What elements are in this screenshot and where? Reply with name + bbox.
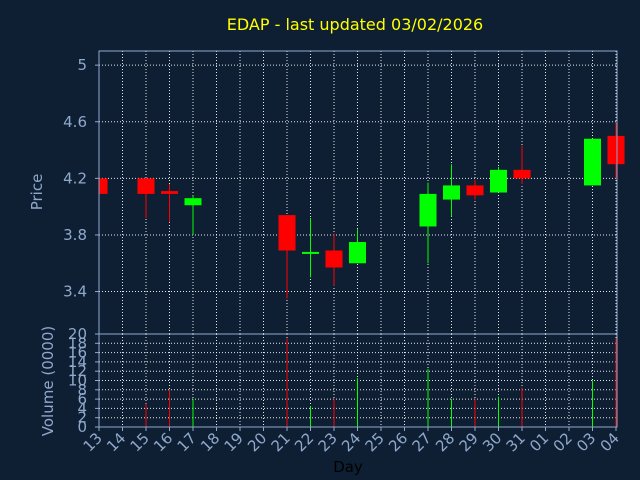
candle-body [278,215,296,251]
price-tick-label: 4.2 [63,169,87,187]
candle-body [137,178,155,194]
candle-body [419,193,437,227]
price-tick-label: 3.8 [63,226,87,244]
volume-tick-label: 12 [68,362,87,380]
candle [278,215,296,299]
candle [302,217,319,278]
chart-title: EDAP - last updated 03/02/2026 [227,15,483,34]
volume-tick-label: 10 [68,372,87,390]
price-axis-label: Price [28,174,46,211]
volume-tick-label: 16 [68,344,87,362]
candle [325,233,343,286]
candle-body [325,250,343,268]
candle [137,178,155,218]
candle-body [161,191,178,194]
volume-bars [145,338,617,427]
volume-tick-label: 20 [68,325,87,343]
price-tick-label: 3.4 [63,283,87,301]
volume-tick-label: 8 [77,381,87,399]
candle [161,184,178,223]
candle-body [99,178,108,194]
price-tick-label: 5 [77,56,87,74]
candle [607,123,625,179]
candle-body [584,138,601,186]
volume-tick-label: 4 [77,399,87,417]
candle [490,167,507,193]
x-axis-label: Day [333,458,363,476]
volume-tick-label: 2 [77,409,87,427]
candle-body [466,185,484,196]
volume-tick-label: 18 [68,334,87,352]
candles [98,123,625,299]
volume-tick-label: 6 [77,390,87,408]
candle [419,182,437,264]
candle [98,178,108,194]
candle [466,179,484,200]
volume-tick-label: 14 [68,353,87,371]
candle-body [349,242,366,264]
price-tick-label: 4.6 [63,113,87,131]
candle [184,195,202,235]
candle [443,164,460,217]
candle [349,229,366,264]
x-tick-labels: 1314151617181920212223242526272829303101… [80,427,623,455]
candle [513,145,531,185]
candle-body [184,198,202,206]
candle-body [302,251,319,254]
volume-axis-label: Volume (0000) [39,326,57,436]
price-tick-labels: 3.4 3.8 4.2 4.6 5 [63,56,99,301]
candle-body [607,135,625,165]
candle-body [513,169,531,179]
candle-body [443,185,460,200]
volume-tick-label: 0 [77,418,87,436]
candle [584,138,601,186]
candle-body [490,169,507,193]
